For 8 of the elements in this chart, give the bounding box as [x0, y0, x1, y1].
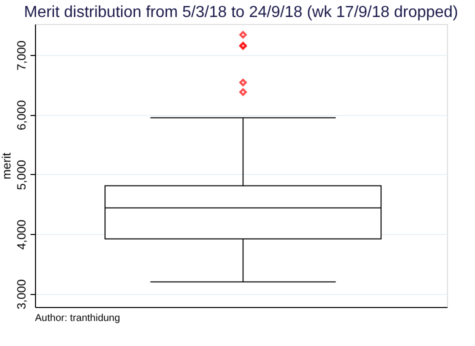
y-tick-label: 7,000	[14, 40, 28, 71]
y-tick-label: 4,000	[14, 219, 28, 250]
y-tick-label: 5,000	[14, 160, 28, 190]
y-tick-label: 6,000	[14, 100, 28, 130]
chart-title: Merit distribution from 5/3/18 to 24/9/18 (wk 17/9/18 dropped)	[24, 4, 458, 21]
text: Author: tranthidung	[35, 313, 120, 324]
y-tick-label: 3,000	[14, 279, 28, 310]
y-axis-title: merit	[0, 152, 14, 180]
